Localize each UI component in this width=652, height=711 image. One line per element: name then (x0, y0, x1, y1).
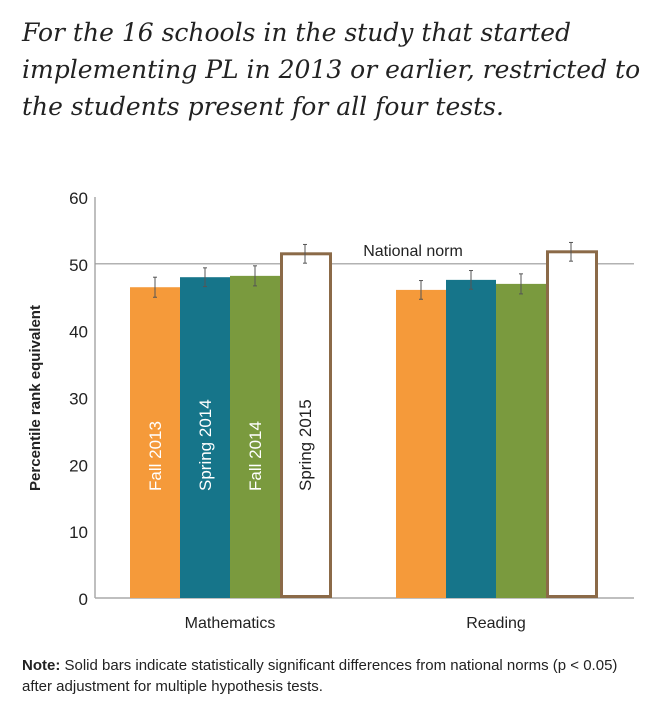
bar (496, 283, 546, 598)
y-tick-label: 0 (79, 590, 88, 609)
national-norm-label: National norm (363, 243, 463, 260)
note-text: Solid bars indicate statistically signif… (22, 657, 618, 695)
y-tick-label: 20 (69, 456, 88, 475)
series-label: Fall 2014 (246, 421, 265, 491)
series-label: Spring 2014 (196, 399, 215, 491)
bar (280, 252, 332, 599)
y-tick-label: 10 (69, 523, 88, 542)
note-label: Note: (22, 657, 61, 674)
y-axis-label: Percentile rank equivalent (27, 305, 44, 491)
bar (180, 277, 230, 598)
y-tick-label: 40 (69, 323, 88, 342)
bar (396, 289, 446, 598)
bar (546, 250, 598, 598)
series-label: Spring 2015 (296, 399, 315, 491)
bar (130, 287, 180, 598)
bar-chart: 0 10 20 30 40 50 60 Percentile rank equivalent N… (27, 189, 634, 632)
y-tick-label: 30 (69, 390, 88, 409)
chart-note: Note: Solid bars indicate statistically … (22, 655, 642, 697)
y-tick-label: 60 (69, 189, 88, 208)
category-label: Mathematics (185, 615, 276, 632)
bar (230, 275, 280, 598)
y-tick-label: 50 (69, 256, 88, 275)
series-label: Fall 2013 (146, 421, 165, 491)
category-label: Reading (466, 615, 526, 632)
chart-caption: For the 16 schools in the study that sta… (22, 18, 641, 121)
bar (446, 279, 496, 598)
